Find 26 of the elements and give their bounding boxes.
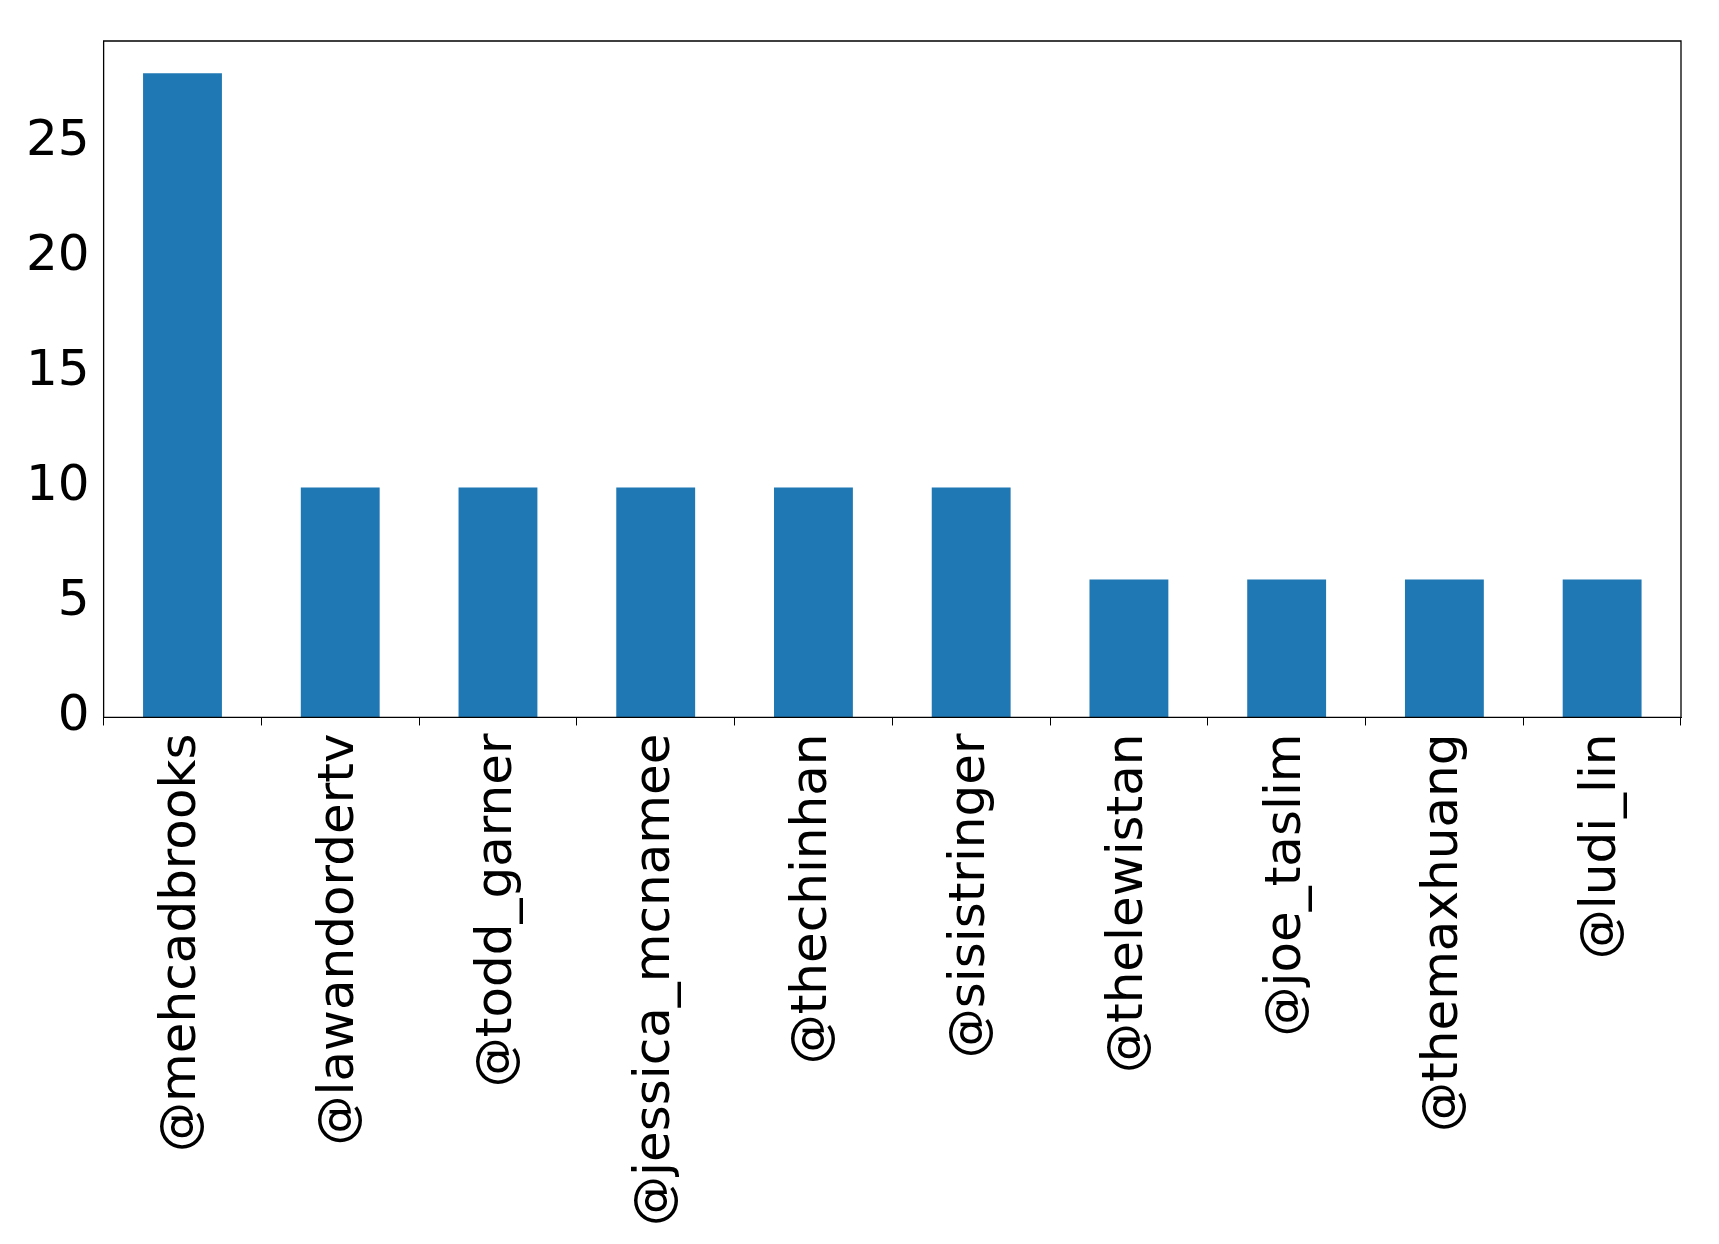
bar xyxy=(300,487,380,718)
x-tick-label: @lawandordertv xyxy=(307,733,366,1146)
y-tick-label: 10 xyxy=(26,454,90,513)
x-tick-label: @ludi_lin xyxy=(1569,733,1628,960)
bar xyxy=(1562,579,1642,718)
y-tick-label: 0 xyxy=(57,684,90,743)
x-tick-label: @sisistringer xyxy=(938,733,997,1059)
y-tick-label: 15 xyxy=(26,339,90,398)
y-tick-label: 25 xyxy=(26,109,90,168)
y-tick-label: 20 xyxy=(26,224,90,283)
bar xyxy=(458,487,538,718)
x-tick-label: @thechinhan xyxy=(780,733,839,1065)
y-tick-label: 5 xyxy=(57,569,90,628)
x-tick-label: @mehcadbrooks xyxy=(149,733,208,1152)
bar xyxy=(1089,579,1169,718)
bar xyxy=(1247,579,1327,718)
bar xyxy=(774,487,853,718)
x-tick-label: @themaxhuang xyxy=(1411,733,1470,1132)
x-tick-label: @thelewistan xyxy=(1095,733,1154,1073)
x-tick-label: @todd_garner xyxy=(464,733,523,1088)
bar xyxy=(616,487,696,718)
bar xyxy=(931,487,1011,718)
bar xyxy=(143,73,222,718)
x-tick-label: @joe_taslim xyxy=(1253,733,1312,1037)
x-tick-label: @jessica_mcnamee xyxy=(622,733,681,1226)
bar xyxy=(1404,579,1484,718)
